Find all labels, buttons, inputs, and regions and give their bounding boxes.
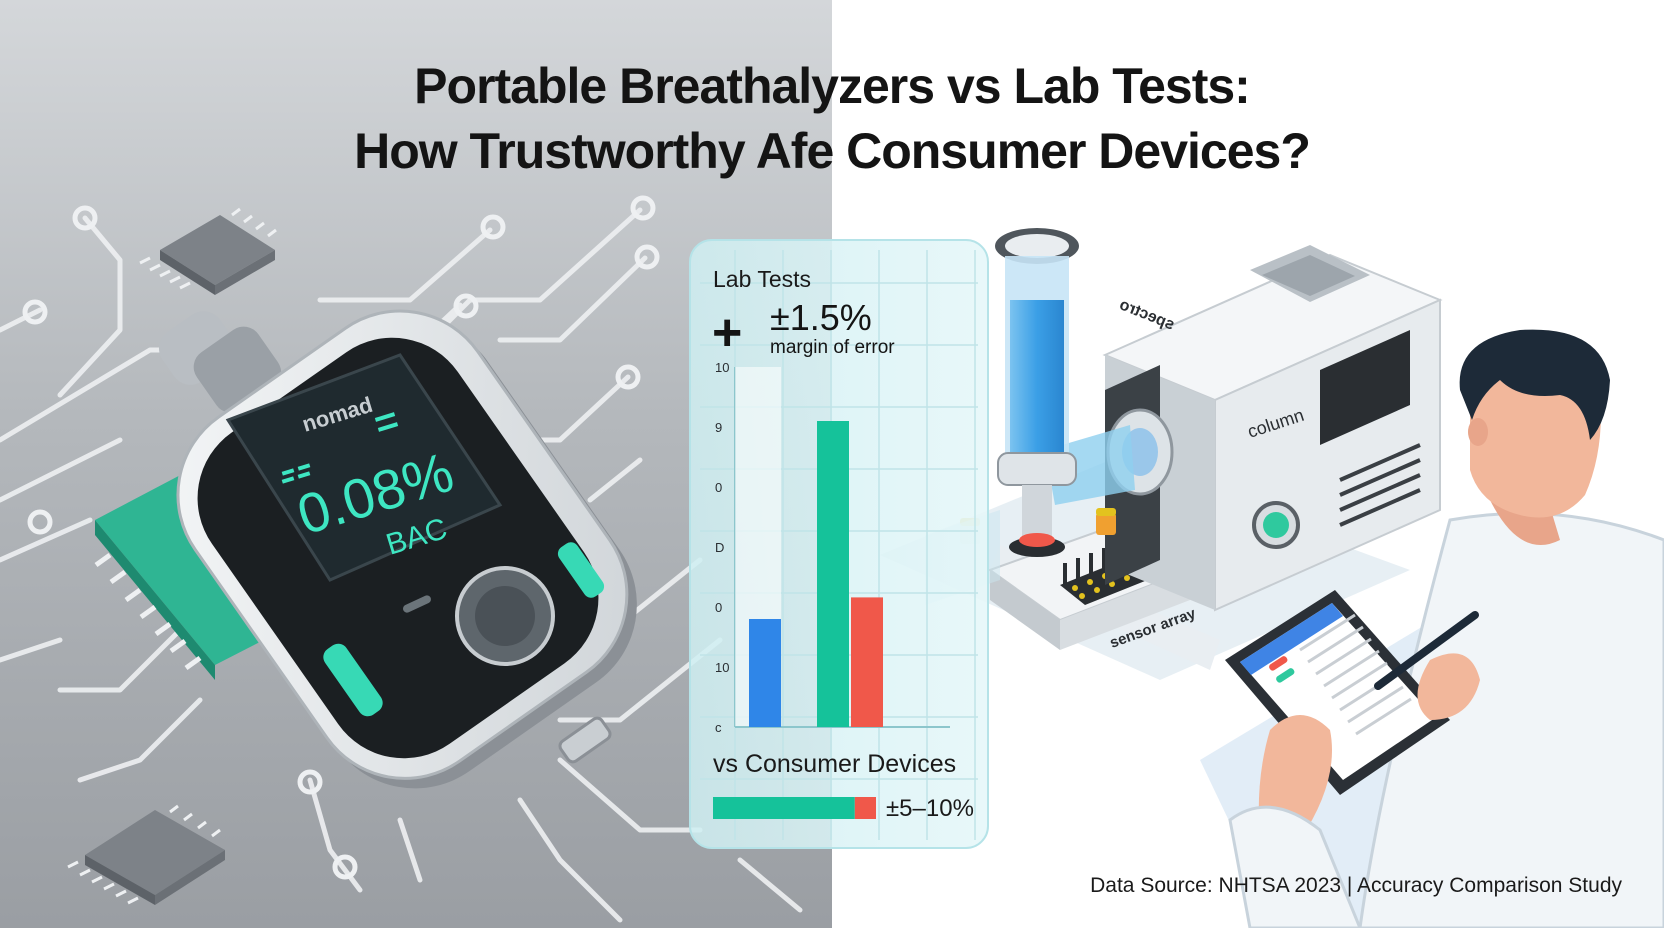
y-axis-ticks: 10 9 0 D 0 10 c	[715, 360, 729, 735]
bar	[817, 421, 849, 727]
title-line-1: Portable Breathalyzers vs Lab Tests:	[414, 58, 1251, 114]
y-tick-label: 0	[715, 600, 722, 615]
consumer-bar-green-segment	[713, 797, 855, 819]
y-tick-label: c	[715, 720, 722, 735]
lab-margin-value: ±1.5%	[770, 297, 872, 338]
bar	[749, 619, 781, 727]
bar	[851, 597, 883, 727]
chip-bottom	[67, 804, 225, 905]
chip-top	[139, 207, 277, 295]
chart-panel: Lab Tests + ±1.5% margin of error 10 9 0 D 0…	[689, 239, 989, 849]
breathalyzer-device: nomad 0.08% BAC	[94, 309, 637, 789]
device-screen	[225, 353, 503, 582]
consumer-devices-label: vs Consumer Devices	[713, 750, 956, 778]
y-tick-label: D	[715, 540, 724, 555]
consumer-bar-red-segment	[854, 797, 876, 819]
lab-margin-caption: margin of error	[770, 337, 895, 358]
plus-icon: +	[712, 304, 742, 362]
title-line-2: How Trustworthy Afe Consumer Devices?	[354, 123, 1311, 179]
technician	[1200, 329, 1664, 928]
y-tick-label: 10	[715, 360, 729, 375]
y-tick-label: 9	[715, 420, 722, 435]
lab-instrument: spectro column sensor array	[880, 228, 1443, 680]
y-tick-label: 0	[715, 480, 722, 495]
y-tick-label: 10	[715, 660, 729, 675]
consumer-range-bar	[713, 797, 876, 819]
data-source-note: Data Source: NHTSA 2023 | Accuracy Compa…	[1090, 874, 1622, 897]
consumer-margin-value: ±5–10%	[886, 795, 974, 822]
column-tube	[995, 228, 1079, 557]
tablet	[1225, 590, 1450, 795]
display-indicator-icon	[281, 412, 399, 484]
bar-series	[749, 421, 883, 727]
lab-tests-label: Lab Tests	[713, 266, 811, 292]
